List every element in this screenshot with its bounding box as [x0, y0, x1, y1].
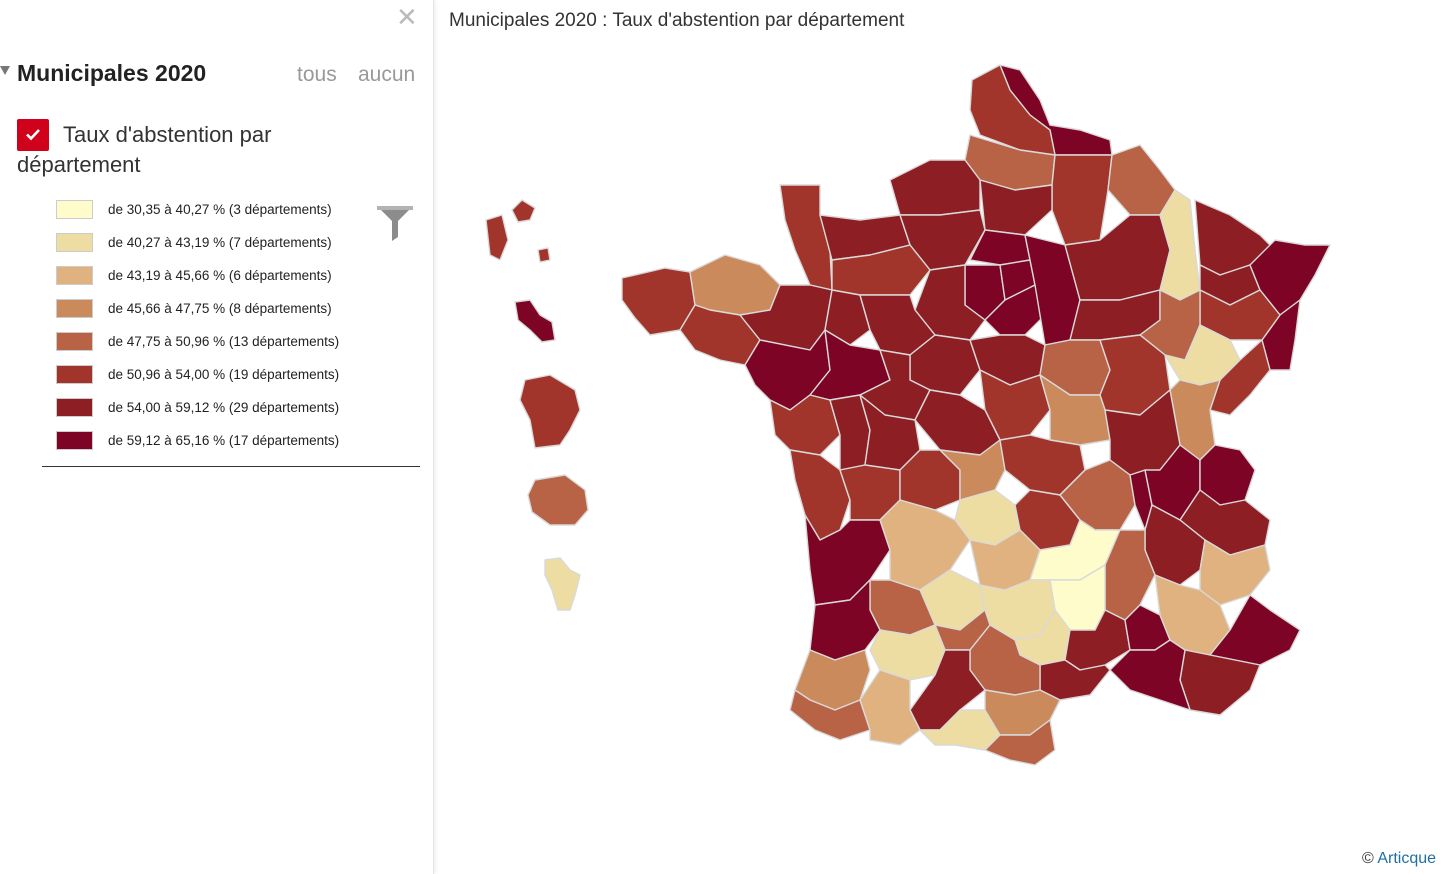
legend-swatch [56, 431, 93, 450]
dept-doubs[interactable] [1209, 339, 1271, 416]
dept-creuse[interactable] [939, 439, 1006, 501]
legend-item[interactable]: de 50,96 à 54,00 % (19 départements) [56, 365, 376, 386]
martinique[interactable] [514, 299, 556, 343]
dept-aisne[interactable] [1051, 154, 1113, 246]
dept-manche[interactable] [779, 184, 833, 291]
legend-swatch [56, 398, 93, 417]
legend-panel: ✕ Municipales 2020 tous aucun Taux d'abs… [0, 0, 434, 874]
legend-label: de 47,75 à 50,96 % (13 départements) [108, 334, 340, 349]
group-title: Municipales 2020 [17, 60, 207, 86]
select-all-button[interactable]: tous [297, 63, 337, 86]
layer-checkbox[interactable] [17, 119, 49, 151]
dept-herault[interactable] [1039, 659, 1111, 701]
legend-swatch [56, 332, 93, 351]
dept-mayenne[interactable] [824, 289, 871, 346]
legend-label: de 50,96 à 54,00 % (19 départements) [108, 367, 340, 382]
dept-bouches-du-rhone[interactable] [1109, 639, 1191, 711]
layer-title: Taux d'abstention par département [17, 122, 272, 177]
legend-item[interactable]: de 45,66 à 47,75 % (8 départements) [56, 299, 376, 320]
metropole [621, 64, 1331, 766]
dept-pyrenees-orientales[interactable] [984, 719, 1056, 766]
legend-item[interactable]: de 59,12 à 65,16 % (17 départements) [56, 431, 376, 452]
legend-label: de 43,19 à 45,66 % (6 départements) [108, 268, 332, 283]
check-icon [26, 129, 40, 141]
legend-swatch [56, 365, 93, 384]
close-icon[interactable]: ✕ [396, 2, 418, 32]
legend-label: de 30,35 à 40,27 % (3 départements) [108, 202, 332, 217]
map-title: Municipales 2020 : Taux d'abstention par… [449, 10, 905, 31]
legend-label: de 59,12 à 65,16 % (17 départements) [108, 433, 340, 448]
legend-swatch [56, 266, 93, 285]
legend-label: de 45,66 à 47,75 % (8 départements) [108, 301, 332, 316]
collapse-triangle-icon[interactable] [0, 66, 10, 75]
dept-seine-maritime[interactable] [889, 159, 981, 216]
legend-item[interactable]: de 47,75 à 50,96 % (13 départements) [56, 332, 376, 353]
legend-item[interactable]: de 54,00 à 59,12 % (29 départements) [56, 398, 376, 419]
dept-ardennes[interactable] [1107, 144, 1176, 216]
legend-item[interactable]: de 30,35 à 40,27 % (3 départements) [56, 200, 376, 221]
dept-loire-bis[interactable] [1059, 469, 1086, 521]
legend-item[interactable]: de 43,19 à 45,66 % (6 départements) [56, 266, 376, 287]
articque-link[interactable]: Articque [1377, 850, 1437, 867]
guyane[interactable] [519, 374, 581, 449]
reunion[interactable] [527, 474, 589, 526]
legend-swatch [56, 299, 93, 318]
legend-swatch [56, 233, 93, 252]
legend-swatch [56, 200, 93, 219]
mayotte[interactable] [544, 557, 581, 611]
legend-label: de 54,00 à 59,12 % (29 départements) [108, 400, 340, 415]
legend-label: de 40,27 à 43,19 % (7 départements) [108, 235, 332, 250]
dept-pas-de-calais[interactable] [969, 64, 1056, 156]
copyright-symbol: © [1362, 850, 1374, 867]
choropleth-map [485, 64, 1331, 766]
select-none-button[interactable]: aucun [358, 63, 416, 86]
guadeloupe[interactable] [485, 199, 551, 263]
filter-icon[interactable] [376, 204, 414, 242]
overseas-departments [485, 199, 589, 611]
dept-cotes-d-armor[interactable] [689, 254, 781, 316]
credit: © Articque [1362, 850, 1436, 868]
dept-dordogne[interactable] [879, 499, 971, 591]
legend-separator [42, 466, 420, 467]
legend-item[interactable]: de 40,27 à 43,19 % (7 départements) [56, 233, 376, 254]
